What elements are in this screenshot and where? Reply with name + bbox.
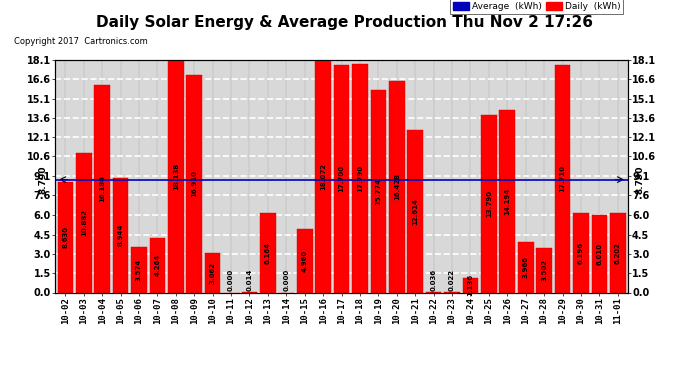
Bar [95, 85, 110, 292]
Text: 17.700: 17.700 [339, 165, 344, 192]
Text: 4.960: 4.960 [302, 249, 308, 272]
Bar [518, 242, 533, 292]
Bar [500, 110, 515, 292]
Bar [610, 213, 626, 292]
Bar [573, 213, 589, 292]
Text: 6.164: 6.164 [265, 242, 271, 264]
Bar [205, 253, 221, 292]
Bar [186, 75, 202, 292]
Text: 0.000: 0.000 [228, 268, 234, 291]
Bar [260, 213, 276, 292]
Text: 3.062: 3.062 [210, 262, 216, 284]
Bar [57, 182, 73, 292]
Text: 17.710: 17.710 [560, 165, 566, 192]
Text: 13.790: 13.790 [486, 190, 492, 217]
Text: 16.186: 16.186 [99, 175, 105, 202]
Text: 16.910: 16.910 [191, 170, 197, 197]
Text: 8.790: 8.790 [39, 165, 48, 194]
Text: 6.202: 6.202 [615, 242, 621, 264]
Text: 3.966: 3.966 [523, 256, 529, 278]
Text: 18.072: 18.072 [320, 163, 326, 190]
Bar [297, 229, 313, 292]
Text: 6.010: 6.010 [596, 243, 602, 265]
Text: 10.882: 10.882 [81, 209, 87, 236]
Bar [407, 130, 423, 292]
Legend: Average  (kWh), Daily  (kWh): Average (kWh), Daily (kWh) [450, 0, 623, 14]
Bar [389, 81, 404, 292]
Text: Copyright 2017  Cartronics.com: Copyright 2017 Cartronics.com [14, 38, 148, 46]
Bar [555, 65, 571, 292]
Text: 3.502: 3.502 [541, 259, 547, 281]
Text: 14.194: 14.194 [504, 188, 511, 215]
Text: 4.264: 4.264 [155, 254, 160, 276]
Bar [76, 153, 92, 292]
Text: 0.022: 0.022 [449, 268, 455, 291]
Text: 6.196: 6.196 [578, 242, 584, 264]
Bar [131, 247, 147, 292]
Bar [315, 60, 331, 292]
Text: 8.944: 8.944 [117, 224, 124, 246]
Text: 17.790: 17.790 [357, 165, 363, 192]
Text: Daily Solar Energy & Average Production Thu Nov 2 17:26: Daily Solar Energy & Average Production … [97, 15, 593, 30]
Bar [112, 178, 128, 292]
Text: 18.138: 18.138 [172, 162, 179, 190]
Text: 1.136: 1.136 [467, 274, 473, 296]
Text: 8.630: 8.630 [62, 226, 68, 248]
Bar [150, 238, 165, 292]
Bar [536, 248, 552, 292]
Bar [352, 64, 368, 292]
Text: 0.014: 0.014 [246, 268, 253, 291]
Text: 15.774: 15.774 [375, 178, 382, 205]
Bar [334, 65, 349, 292]
Text: 0.000: 0.000 [284, 268, 289, 291]
Bar [371, 90, 386, 292]
Text: 3.574: 3.574 [136, 258, 142, 280]
Text: 0.036: 0.036 [431, 268, 437, 291]
Text: 8.790: 8.790 [635, 165, 644, 194]
Text: 16.428: 16.428 [394, 174, 400, 201]
Bar [168, 60, 184, 292]
Bar [462, 278, 478, 292]
Text: 12.614: 12.614 [412, 198, 418, 225]
Bar [591, 215, 607, 292]
Bar [481, 116, 497, 292]
